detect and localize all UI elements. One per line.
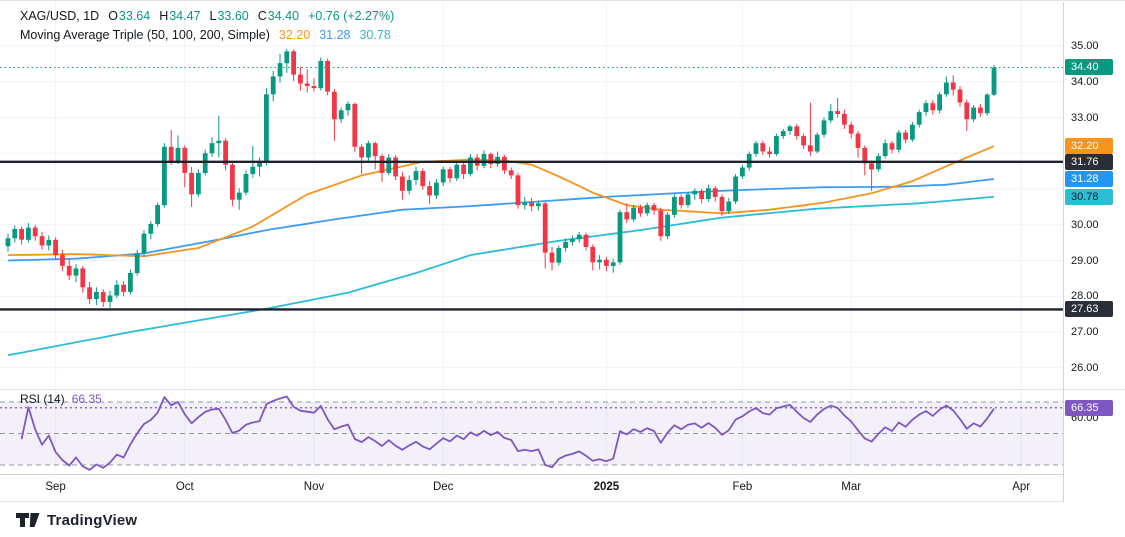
- horizontal-line-drawings[interactable]: [0, 160, 1063, 311]
- close-value: 34.40: [267, 9, 300, 23]
- time-tick-label: Nov: [303, 481, 325, 493]
- time-tick-label: 2025: [593, 481, 620, 493]
- ohlc-close: C 34.40: [258, 7, 299, 25]
- rsi-bands: [0, 401, 1063, 466]
- price-tick-label: 30.00: [1071, 218, 1099, 231]
- ma100-line[interactable]: [7, 178, 995, 262]
- price-tick-label: 34.00: [1071, 75, 1099, 88]
- rsi-legend-value: 66.35: [71, 392, 102, 406]
- price-tick-label: 26.00: [1071, 361, 1099, 374]
- time-tick-label: Feb: [732, 481, 753, 493]
- price-tick-label: 33.00: [1071, 111, 1099, 124]
- ma50-line[interactable]: [7, 145, 995, 258]
- indicator-legend-row: Moving Average Triple (50, 100, 200, Sim…: [20, 26, 394, 44]
- price-badge-hline-lower: 27.63: [1065, 301, 1113, 318]
- time-tick-label: Mar: [841, 481, 862, 493]
- rsi-title[interactable]: RSI (14): [20, 392, 65, 406]
- price-badge-hline-upper: 31.76: [1065, 153, 1113, 170]
- low-value: 33.60: [217, 9, 249, 23]
- change-value: +0.76 (+2.27%): [308, 9, 395, 23]
- chart-canvas[interactable]: [0, 2, 1063, 474]
- time-tick-label: Sep: [45, 481, 66, 493]
- logo-text: TradingView: [47, 511, 138, 529]
- time-axis[interactable]: Sep Oct Nov Dec 2025 Feb Mar Apr: [0, 474, 1125, 502]
- ohlc-high: H 34.47: [159, 7, 200, 25]
- high-value: 34.47: [169, 9, 201, 23]
- price-tick-label: 29.00: [1071, 254, 1099, 267]
- price-axis[interactable]: 35.00 34.00 33.00 30.00 29.00 28.00 27.00 26.00…: [1063, 2, 1125, 502]
- time-tick-label: Dec: [432, 481, 454, 493]
- price-tick-label: 27.00: [1071, 326, 1099, 338]
- low-label: L: [209, 9, 217, 23]
- candle-series[interactable]: [5, 48, 997, 308]
- ma50-legend-value: 32.20: [278, 28, 311, 42]
- ohlc-open: O 33.64: [108, 7, 150, 25]
- footer: TradingView: [0, 502, 1125, 537]
- ma200-legend-value: 30.78: [359, 28, 391, 42]
- open-label: O: [108, 9, 118, 23]
- open-value: 33.64: [118, 9, 151, 23]
- tradingview-logo[interactable]: TradingView: [16, 512, 137, 529]
- symbol-title[interactable]: XAG/USD, 1D: [20, 9, 100, 23]
- price-badge-ma200: 30.78: [1065, 188, 1113, 205]
- price-tick-label: 35.00: [1071, 40, 1099, 52]
- indicator-title[interactable]: Moving Average Triple (50, 100, 200, Sim…: [20, 28, 270, 42]
- ma200-line[interactable]: [7, 196, 995, 357]
- price-badge-ma50: 32.20: [1065, 138, 1113, 155]
- rsi-line[interactable]: [20, 395, 995, 471]
- ohlc-low: L 33.60: [210, 7, 249, 25]
- close-label: C: [257, 9, 267, 23]
- tradingview-icon: [16, 512, 40, 527]
- symbol-legend-row: XAG/USD, 1D O 33.64 H 34.47 L 33.60 C 34.40 …: [20, 7, 394, 25]
- high-label: H: [159, 9, 169, 23]
- rsi-legend-row: RSI (14) 66.35: [20, 392, 102, 406]
- time-tick-label: Apr: [1012, 481, 1031, 493]
- pane-divider-axis: [1064, 389, 1125, 390]
- price-badge-ma100: 31.28: [1065, 170, 1113, 187]
- price-tick-label: 28.00: [1071, 290, 1099, 303]
- ma100-legend-value: 31.28: [319, 28, 351, 42]
- rsi-value-badge: 66.35: [1065, 399, 1113, 416]
- time-tick-label: Oct: [175, 481, 194, 493]
- chart-legend: XAG/USD, 1D O 33.64 H 34.47 L 33.60 C 34.40 …: [20, 7, 394, 44]
- price-badge-last-price: 34.40: [1065, 59, 1113, 76]
